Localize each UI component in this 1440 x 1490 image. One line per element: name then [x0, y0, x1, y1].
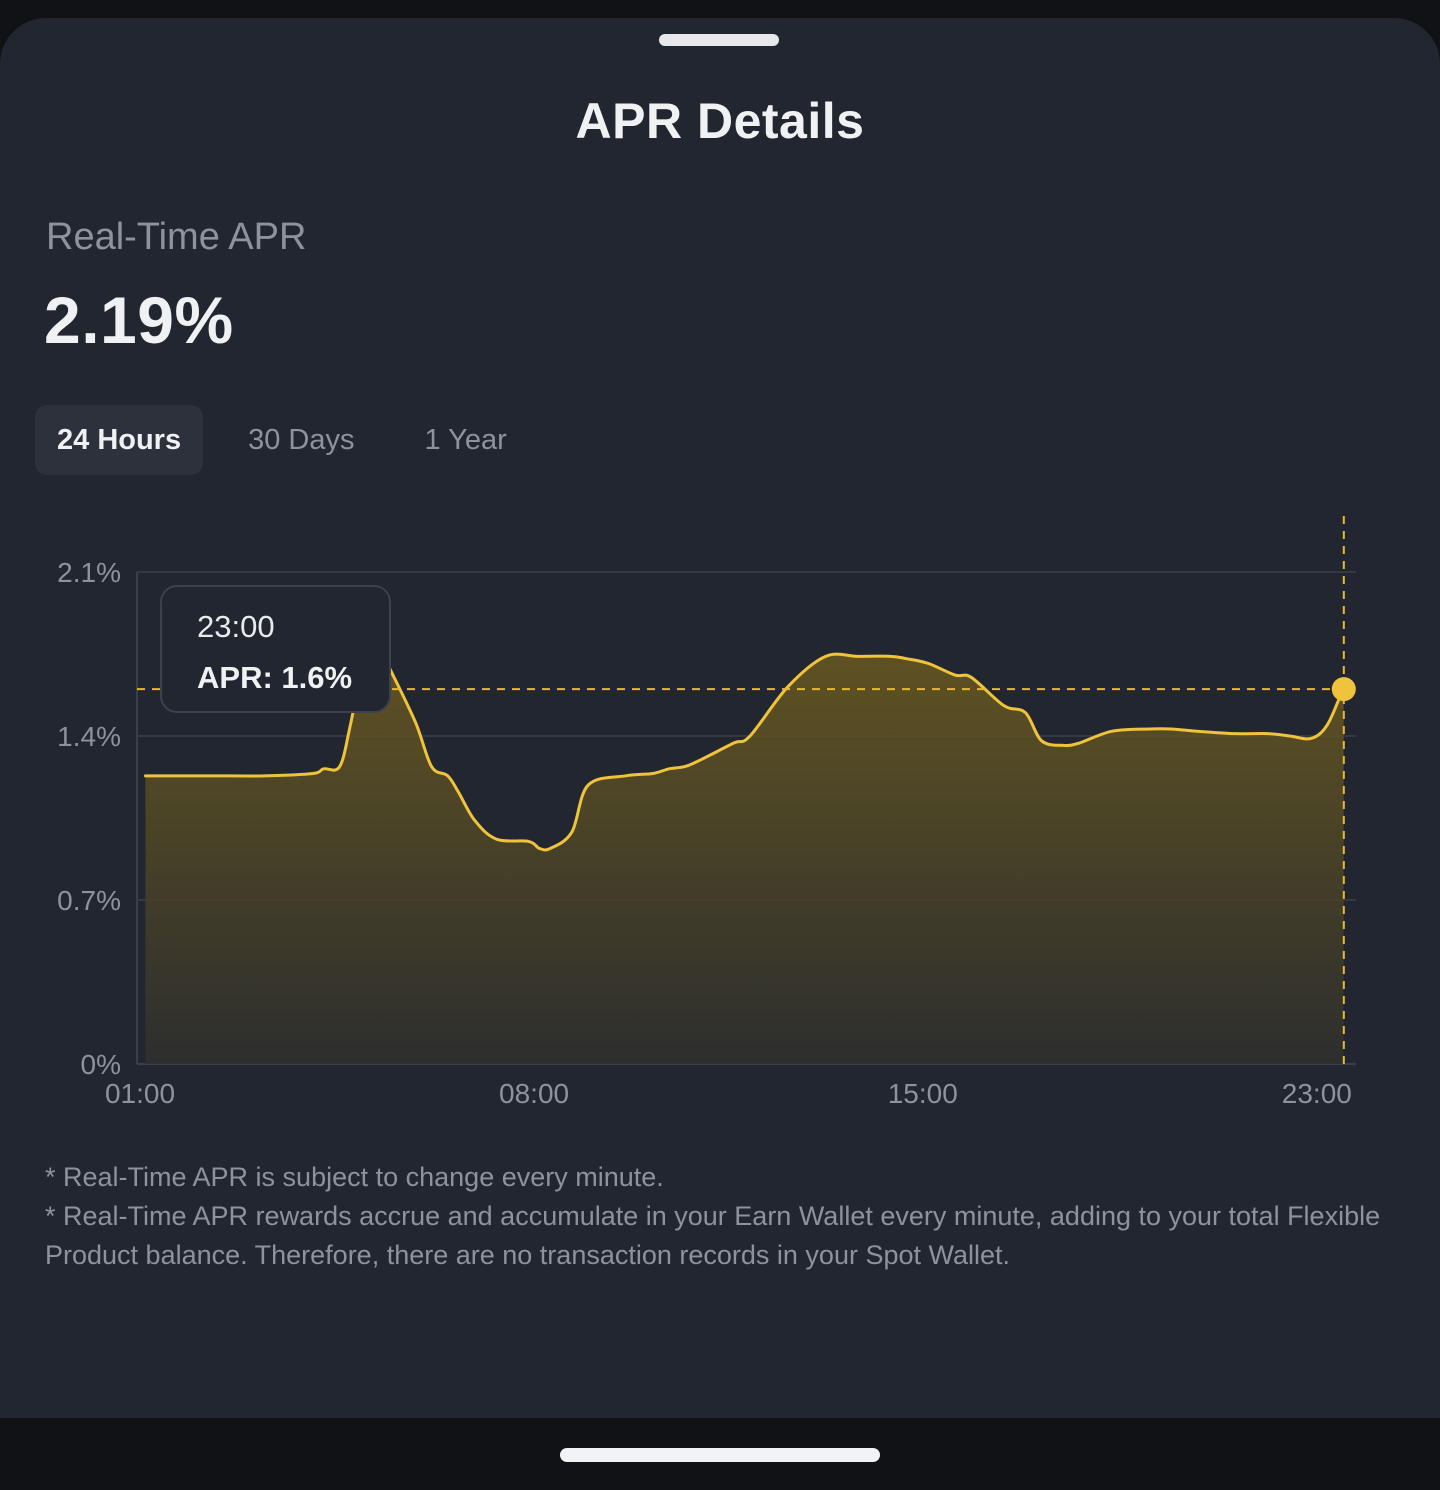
range-tabs: 24 Hours 30 Days 1 Year: [35, 405, 529, 475]
footnotes: * Real-Time APR is subject to change eve…: [45, 1158, 1395, 1275]
tab-1-year[interactable]: 1 Year: [424, 424, 507, 456]
x-tick-label: 01:00: [105, 1078, 175, 1109]
tab-30-days[interactable]: 30 Days: [248, 424, 355, 456]
footnote-1: * Real-Time APR is subject to change eve…: [45, 1162, 664, 1192]
tab-24-hours[interactable]: 24 Hours: [35, 405, 204, 475]
chart-tooltip: 23:00 APR: 1.6%: [160, 585, 391, 713]
apr-chart[interactable]: 0% 0.7% 1.4% 2.1% 01:00 08:00 15:00 23:00 23:0…: [0, 482, 1440, 1122]
apr-details-sheet: [0, 18, 1440, 1418]
x-tick-label: 08:00: [499, 1078, 569, 1109]
page-title: APR Details: [575, 93, 865, 149]
highlight-point: [1331, 677, 1356, 702]
x-tick-label: 15:00: [888, 1078, 958, 1109]
real-time-apr-value: 2.19%: [44, 283, 234, 357]
drag-handle[interactable]: [659, 34, 779, 46]
y-tick-label: 2.1%: [57, 557, 121, 588]
real-time-apr-label: Real-Time APR: [46, 216, 307, 258]
y-tick-label: 0%: [81, 1049, 121, 1080]
home-indicator[interactable]: [560, 1448, 880, 1462]
y-tick-label: 0.7%: [57, 885, 121, 916]
x-tick-label: 23:00: [1282, 1078, 1352, 1109]
tooltip-time: 23:00: [197, 609, 275, 644]
y-tick-label: 1.4%: [57, 721, 121, 752]
footnote-2: * Real-Time APR rewards accrue and accum…: [45, 1201, 1381, 1270]
apr-area: [145, 639, 1344, 1064]
tooltip-value: APR: 1.6%: [197, 660, 352, 695]
